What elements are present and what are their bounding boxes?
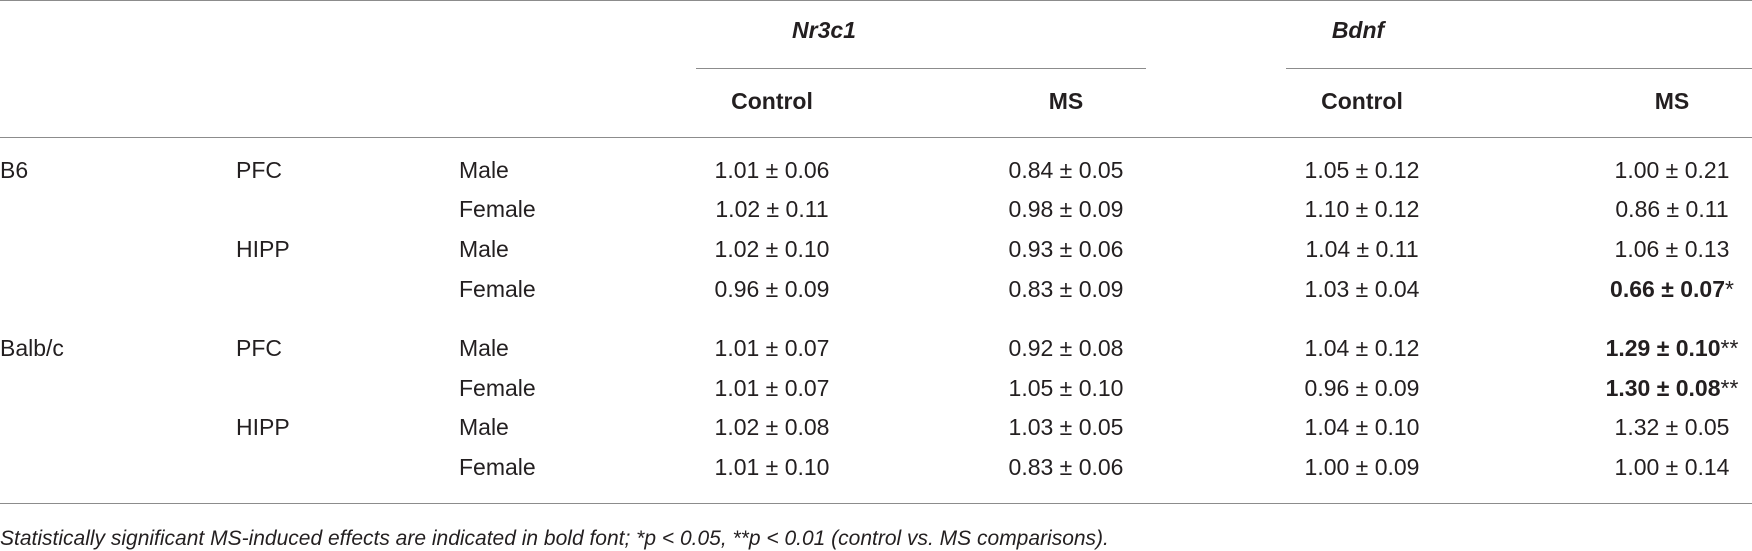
significant-value-cell: 1.30 ± 0.08** xyxy=(1606,375,1739,401)
sex-cell: Female xyxy=(459,454,536,480)
value-cell: 0.93 ± 0.06 xyxy=(1008,236,1124,262)
value-cell: 1.05 ± 0.10 xyxy=(1008,375,1124,401)
value-cell: 1.00 ± 0.09 xyxy=(1304,454,1420,480)
sex-cell: Male xyxy=(459,335,509,361)
value-cell: 0.96 ± 0.09 xyxy=(714,276,830,302)
strain-cell: B6 xyxy=(0,157,29,183)
value-cell: 1.32 ± 0.05 xyxy=(1614,414,1730,440)
value-cell: 1.03 ± 0.04 xyxy=(1304,276,1420,302)
value-cell: 1.04 ± 0.10 xyxy=(1304,414,1420,440)
value-cell: 0.84 ± 0.05 xyxy=(1008,157,1124,183)
value-cell: 0.98 ± 0.09 xyxy=(1008,196,1124,222)
sex-cell: Female xyxy=(459,276,536,302)
value-cell: 1.04 ± 0.11 xyxy=(1305,236,1419,262)
header-bottom-rule xyxy=(0,137,1752,138)
value-cell: 1.01 ± 0.07 xyxy=(714,335,830,361)
table-top-rule xyxy=(0,0,1752,1)
value-cell: 1.04 ± 0.12 xyxy=(1304,335,1420,361)
col-header-bdnf-ms: MS xyxy=(1654,88,1690,114)
significant-value-cell: 1.29 ± 0.10** xyxy=(1606,335,1739,361)
nr3c1-span-rule xyxy=(696,68,1146,69)
value-cell: 1.00 ± 0.14 xyxy=(1614,454,1730,480)
value-cell: 1.02 ± 0.11 xyxy=(715,196,829,222)
col-header-nr3c1-ms: MS xyxy=(1048,88,1084,114)
significance-marker: ** xyxy=(1720,335,1739,361)
bdnf-span-rule xyxy=(1286,68,1752,69)
significant-value: 1.30 ± 0.08 xyxy=(1605,375,1721,401)
sex-cell: Male xyxy=(459,414,509,440)
significant-value-cell: 0.66 ± 0.07* xyxy=(1610,276,1734,302)
sex-cell: Female xyxy=(459,196,536,222)
region-cell: HIPP xyxy=(236,236,290,262)
region-cell: PFC xyxy=(236,157,282,183)
strain-cell: Balb/c xyxy=(0,335,64,361)
value-cell: 1.02 ± 0.10 xyxy=(714,236,830,262)
value-cell: 1.05 ± 0.12 xyxy=(1304,157,1420,183)
gene-header-bdnf: Bdnf xyxy=(1331,17,1385,43)
significance-marker: ** xyxy=(1720,375,1739,401)
region-cell: PFC xyxy=(236,335,282,361)
value-cell: 0.96 ± 0.09 xyxy=(1304,375,1420,401)
sex-cell: Female xyxy=(459,375,536,401)
value-cell: 0.83 ± 0.06 xyxy=(1008,454,1124,480)
col-header-bdnf-control: Control xyxy=(1321,88,1403,114)
value-cell: 1.10 ± 0.12 xyxy=(1304,196,1420,222)
sex-cell: Male xyxy=(459,236,509,262)
value-cell: 0.83 ± 0.09 xyxy=(1008,276,1124,302)
value-cell: 1.00 ± 0.21 xyxy=(1614,157,1730,183)
value-cell: 1.03 ± 0.05 xyxy=(1008,414,1124,440)
significant-value: 1.29 ± 0.10 xyxy=(1605,335,1721,361)
region-cell: HIPP xyxy=(236,414,290,440)
value-cell: 1.06 ± 0.13 xyxy=(1614,236,1730,262)
significant-value: 0.66 ± 0.07 xyxy=(1610,276,1725,302)
value-cell: 1.02 ± 0.08 xyxy=(714,414,830,440)
value-cell: 1.01 ± 0.07 xyxy=(714,375,830,401)
value-cell: 1.01 ± 0.10 xyxy=(714,454,830,480)
table-footnote: Statistically significant MS-induced eff… xyxy=(0,527,1109,550)
value-cell: 0.86 ± 0.11 xyxy=(1615,196,1729,222)
sex-cell: Male xyxy=(459,157,509,183)
value-cell: 1.01 ± 0.06 xyxy=(714,157,830,183)
significance-marker: * xyxy=(1724,276,1734,302)
col-header-nr3c1-control: Control xyxy=(731,88,813,114)
value-cell: 0.92 ± 0.08 xyxy=(1008,335,1124,361)
table-bottom-rule xyxy=(0,503,1752,504)
gene-header-nr3c1: Nr3c1 xyxy=(792,17,856,43)
